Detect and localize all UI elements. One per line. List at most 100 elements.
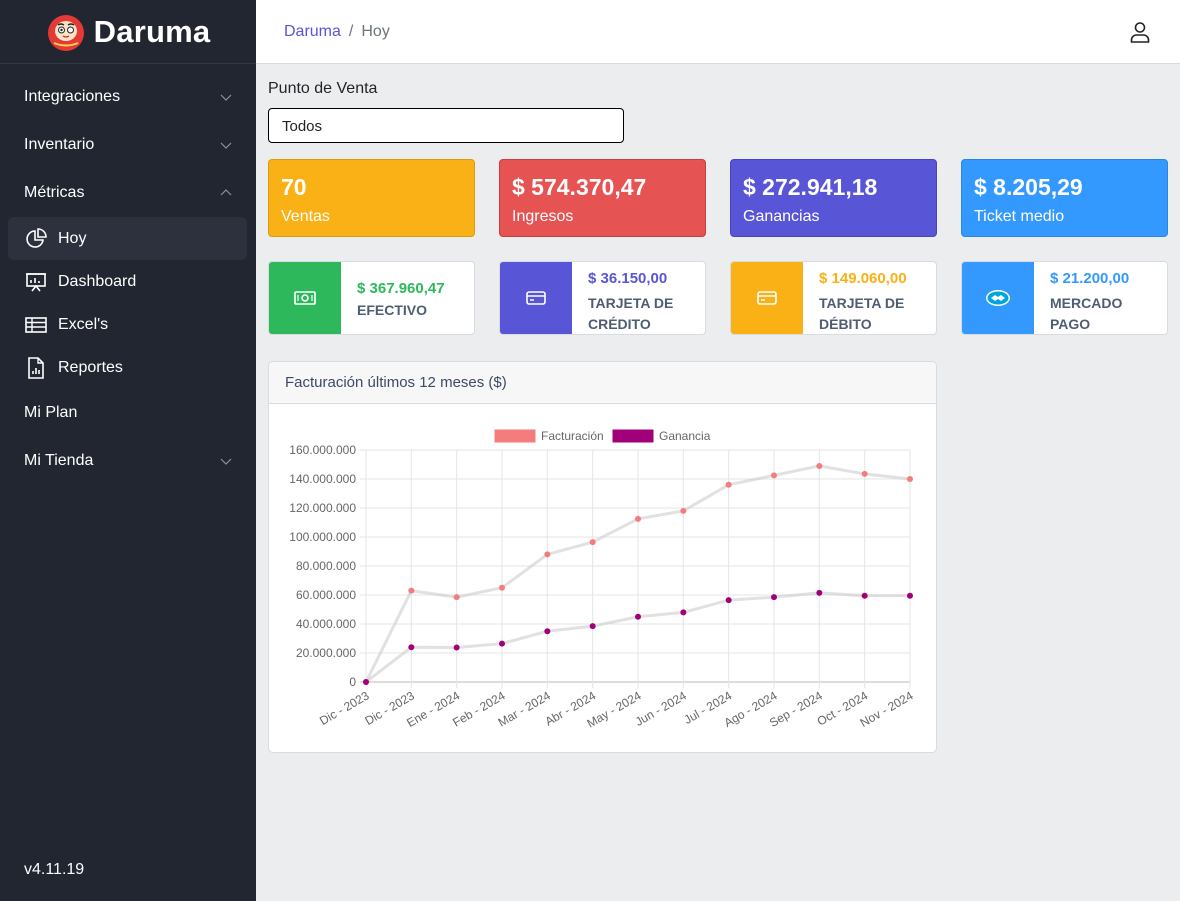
kpi-label: Ganancias xyxy=(743,208,820,225)
legend-swatch xyxy=(612,429,654,443)
sidebar-item-integraciones[interactable]: Integraciones xyxy=(0,73,256,121)
payment-amount: $ 149.060,00 xyxy=(819,270,907,287)
kpi-ventas: 70 Ventas xyxy=(268,159,475,237)
payment-name: TARJETA DE CRÉDITO xyxy=(588,293,673,334)
kpi-label: Ticket medio xyxy=(974,208,1065,225)
breadcrumb-root-link[interactable]: Daruma xyxy=(284,22,341,40)
pie-chart-icon xyxy=(26,227,47,248)
payment-name-line1: MERCADO xyxy=(1050,295,1123,311)
payment-amount: $ 367.960,47 xyxy=(357,280,445,297)
brand[interactable]: Daruma xyxy=(0,0,256,64)
payment-tarjeta-debito: $ 149.060,00 TARJETA DE DÉBITO xyxy=(730,261,937,335)
data-point xyxy=(499,584,505,591)
payment-info: $ 367.960,47 EFECTIVO xyxy=(341,262,445,334)
kpi-ingresos: $ 574.370,47 Ingresos xyxy=(499,159,706,237)
y-tick-label: 80.000.000 xyxy=(296,559,356,573)
sidebar-item-label: Mi Tienda xyxy=(24,452,94,469)
kpi-ticket-medio: $ 8.205,29 Ticket medio xyxy=(961,159,1168,237)
kpi-value: $ 8.205,29 xyxy=(974,174,1083,200)
kpi-value: 70 xyxy=(281,174,307,200)
kpi-ganancias: $ 272.941,18 Ganancias xyxy=(730,159,937,237)
data-point xyxy=(816,589,823,596)
data-point xyxy=(816,462,823,469)
data-point xyxy=(680,507,687,514)
payment-icon-box xyxy=(500,262,572,334)
chevron-down-icon xyxy=(220,94,232,101)
user-icon[interactable] xyxy=(1128,20,1152,44)
payment-name-line2: CRÉDITO xyxy=(588,316,651,332)
payment-name-line2: DÉBITO xyxy=(819,316,872,332)
payment-info: $ 36.150,00 TARJETA DE CRÉDITO xyxy=(572,262,673,334)
sidebar-subitem-label: Hoy xyxy=(58,229,87,247)
breadcrumb-separator: / xyxy=(348,22,354,40)
payment-info: $ 149.060,00 TARJETA DE DÉBITO xyxy=(803,262,907,334)
sidebar-item-label: Integraciones xyxy=(24,88,121,105)
sidebar-subitem-label: Excel's xyxy=(58,315,109,333)
legend-swatch xyxy=(494,429,536,443)
breadcrumb: Daruma / Hoy xyxy=(284,23,390,41)
payment-tarjeta-credito: $ 36.150,00 TARJETA DE CRÉDITO xyxy=(499,261,706,335)
kpi-value: $ 272.941,18 xyxy=(743,174,878,200)
payment-name: TARJETA DE DÉBITO xyxy=(819,293,907,334)
top-header: Daruma / Hoy xyxy=(256,0,1180,64)
presentation-chart-icon xyxy=(26,272,46,291)
chevron-down-icon xyxy=(220,142,232,149)
legend-label: Facturación xyxy=(541,429,604,443)
sidebar-item-label: Mi Plan xyxy=(24,404,78,421)
payment-icon-box xyxy=(731,262,803,334)
sidebar-subitem-excels[interactable]: Excel's xyxy=(8,303,247,346)
chevron-down-icon xyxy=(220,458,232,465)
sidebar-subitem-label: Dashboard xyxy=(58,272,137,290)
sidebar: Daruma Integraciones Inventario Métricas… xyxy=(0,0,256,901)
data-point xyxy=(680,609,687,616)
sidebar-item-inventario[interactable]: Inventario xyxy=(0,121,256,169)
billing-line-chart: Facturación Ganancia 0 20.000.000 40.000.000… xyxy=(289,429,916,731)
data-point xyxy=(907,476,913,482)
x-tick-label: Jun - 2024 xyxy=(633,688,689,729)
data-point xyxy=(363,679,369,685)
payment-name-line2: PAGO xyxy=(1050,316,1091,332)
data-point xyxy=(771,594,777,601)
kpi-label: Ingresos xyxy=(512,208,574,225)
data-point xyxy=(589,623,596,630)
data-point xyxy=(771,472,777,479)
payment-amount: $ 21.200,00 xyxy=(1050,270,1130,287)
kpi-value: $ 574.370,47 xyxy=(512,174,647,200)
chevron-up-icon xyxy=(220,189,232,196)
data-point xyxy=(725,597,732,604)
kpi-label: Ventas xyxy=(281,208,330,225)
y-tick-label: 0 xyxy=(349,675,356,689)
chart-card-title: Facturación últimos 12 meses ($) xyxy=(269,362,936,404)
data-point xyxy=(589,539,596,546)
payment-amount: $ 36.150,00 xyxy=(588,270,668,287)
sidebar-item-label: Inventario xyxy=(24,136,95,153)
payment-name: MERCADO PAGO xyxy=(1050,293,1129,334)
sidebar-item-mi-tienda[interactable]: Mi Tienda xyxy=(0,437,256,485)
y-tick-label: 60.000.000 xyxy=(296,588,356,602)
payment-icon-box xyxy=(962,262,1034,334)
breadcrumb-current: Hoy xyxy=(361,22,390,40)
y-tick-label: 40.000.000 xyxy=(296,617,356,631)
payment-info: $ 21.200,00 MERCADO PAGO xyxy=(1034,262,1129,334)
data-point xyxy=(635,613,641,620)
data-point xyxy=(725,481,732,488)
sidebar-subitem-dashboard[interactable]: Dashboard xyxy=(8,260,247,303)
y-tick-label: 140.000.000 xyxy=(289,472,356,486)
debit-card-icon xyxy=(757,291,777,305)
data-point xyxy=(861,592,868,599)
data-point xyxy=(408,644,415,651)
billing-chart-card: Facturación últimos 12 meses ($) Factura… xyxy=(268,361,937,753)
app-version: v4.11.19 xyxy=(24,861,85,878)
sidebar-subitem-reportes[interactable]: Reportes xyxy=(8,346,247,389)
sidebar-subitem-hoy[interactable]: Hoy xyxy=(8,217,247,260)
credit-card-icon xyxy=(526,291,546,305)
data-point xyxy=(453,644,460,651)
data-point xyxy=(907,592,913,599)
punto-de-venta-select[interactable]: Todos xyxy=(268,108,624,143)
sidebar-subitem-label: Reportes xyxy=(58,358,123,376)
sidebar-item-metricas[interactable]: Métricas xyxy=(0,169,256,217)
x-tick-label: Dic - 2023 xyxy=(317,688,372,728)
cash-icon xyxy=(294,291,316,305)
table-icon xyxy=(25,316,47,333)
sidebar-item-mi-plan[interactable]: Mi Plan xyxy=(0,389,256,437)
